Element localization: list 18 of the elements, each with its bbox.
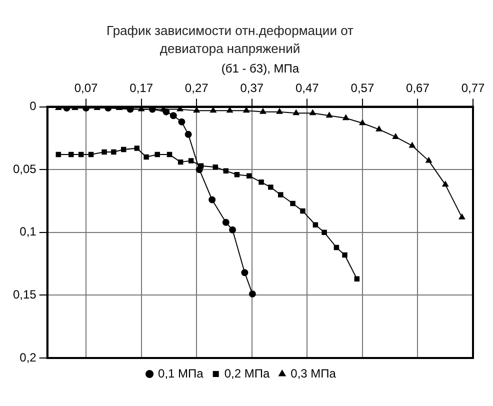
legend-label: 0,1 МПа [158, 366, 204, 380]
y-tick-label: 0,2 [20, 350, 37, 364]
x-tick-label: 0,77 [461, 80, 485, 95]
x-tick-label: 0,67 [406, 80, 430, 95]
x-tick-label: 0,17 [130, 80, 154, 95]
x-axis-title: (б1 - б3), МПа [221, 62, 300, 76]
x-tick-label: 0,57 [350, 80, 374, 95]
x-tick-label: 0,27 [184, 80, 209, 95]
y-tick-label: 0,15 [12, 288, 37, 302]
chart-title: График зависимости отн.деформации от девиатора напряжений [106, 22, 354, 58]
y-tick-label: 0 [30, 99, 37, 114]
x-tick-label: 0,47 [295, 80, 320, 95]
x-tick-label: 0,37 [240, 80, 264, 95]
y-tick-label: 0,1 [20, 224, 37, 239]
legend-label: 0,2 МПа [224, 366, 270, 380]
x-tick-label: 0,07 [74, 80, 98, 95]
y-tick-label: 0,05 [12, 162, 37, 176]
legend-label: 0,3 МПа [290, 366, 336, 380]
